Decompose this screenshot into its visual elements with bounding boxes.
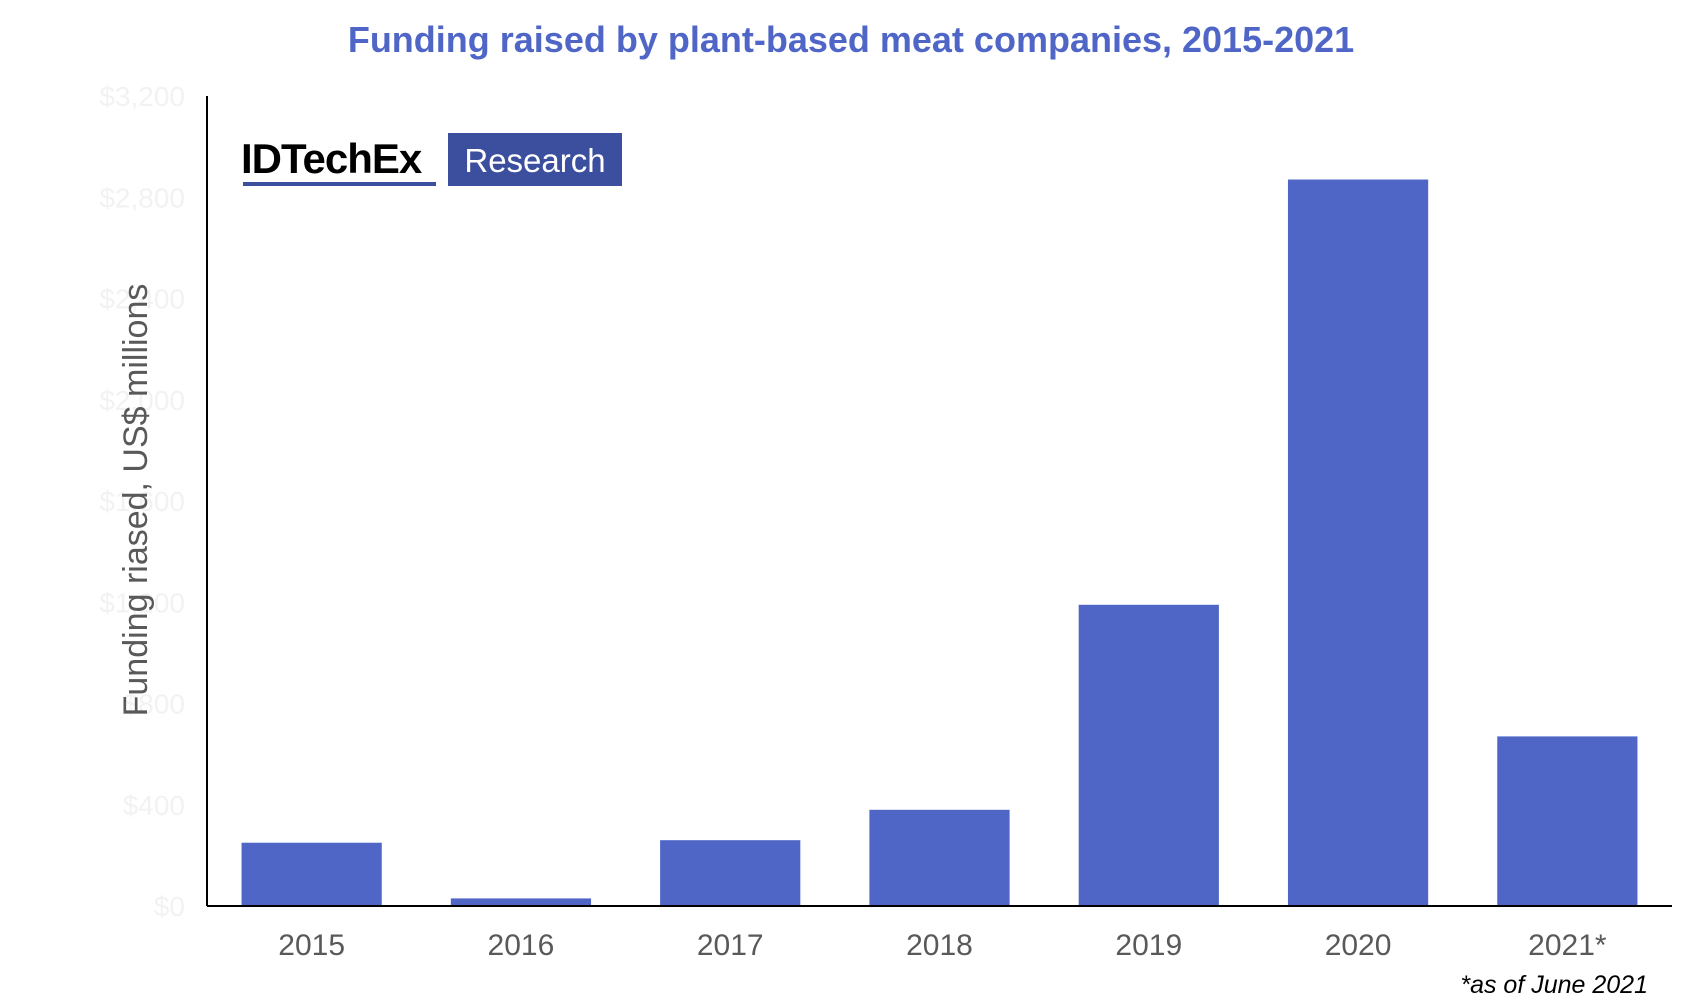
logo-underline bbox=[243, 182, 436, 186]
bar-2017 bbox=[660, 840, 801, 906]
x-tick-label: 2015 bbox=[278, 929, 345, 962]
bar-2015 bbox=[241, 842, 382, 906]
y-tick-label: $0 bbox=[154, 891, 185, 922]
logo-tag-box bbox=[448, 133, 622, 186]
y-tick-label: $2,000 bbox=[99, 385, 185, 416]
y-axis-ticks: $0 $400 $800 $1,200 $1,600 $2,000 $2,400 $2,800… bbox=[99, 81, 185, 922]
logo-brand-text: IDTechEx bbox=[241, 135, 423, 182]
y-tick-label: $800 bbox=[123, 689, 185, 720]
bar-2016 bbox=[450, 898, 592, 906]
footnote: *as of June 2021 bbox=[1460, 971, 1648, 999]
chart-title: Funding raised by plant-based meat compa… bbox=[348, 19, 1354, 60]
y-tick-label: $400 bbox=[123, 790, 185, 821]
x-tick-label: 2019 bbox=[1115, 929, 1182, 962]
bar-2019 bbox=[1078, 604, 1219, 906]
y-tick-label: $2,400 bbox=[99, 284, 185, 315]
y-axis-title: Funding riased, US$ millions bbox=[117, 284, 155, 717]
x-tick-label: 2018 bbox=[906, 929, 973, 962]
bar-2021 bbox=[1497, 736, 1638, 906]
y-tick-label: $1,600 bbox=[99, 486, 185, 517]
bars bbox=[241, 179, 1638, 906]
x-tick-label: 2016 bbox=[488, 929, 555, 962]
y-tick-label: $3,200 bbox=[99, 81, 185, 112]
bar-2018 bbox=[869, 809, 1010, 906]
bar-2020 bbox=[1287, 179, 1429, 906]
x-tick-label: 2021* bbox=[1528, 929, 1607, 962]
x-tick-label: 2017 bbox=[697, 929, 764, 962]
idtechex-logo: IDTechEx Research bbox=[241, 133, 622, 186]
x-axis-ticks: 2015 2016 2017 2018 2019 2020 2021* bbox=[278, 929, 1607, 962]
x-tick-label: 2020 bbox=[1325, 929, 1392, 962]
y-tick-label: $1,200 bbox=[99, 587, 185, 618]
y-tick-label: $2,800 bbox=[99, 182, 185, 213]
logo-tag-text: Research bbox=[464, 142, 605, 179]
